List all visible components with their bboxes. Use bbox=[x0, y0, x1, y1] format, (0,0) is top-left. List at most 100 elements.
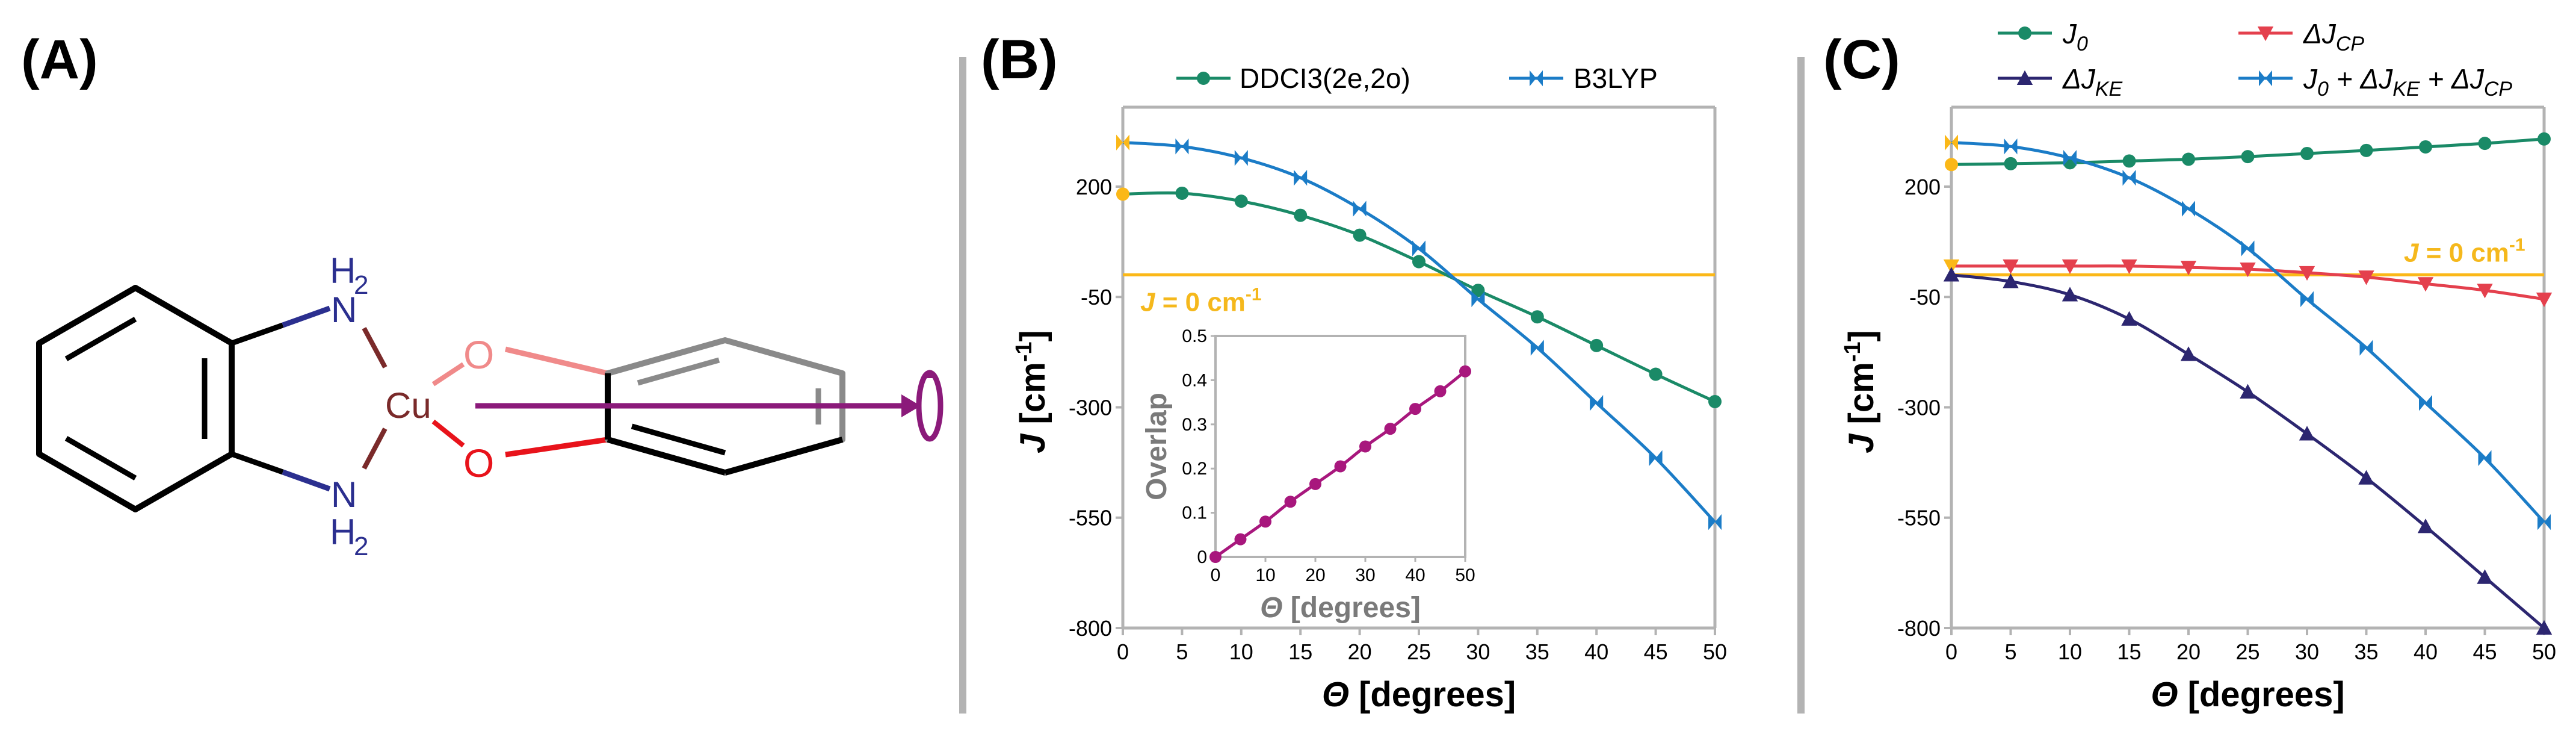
data-point-right bbox=[2426, 394, 2432, 411]
data-point bbox=[2417, 277, 2434, 292]
catechol-double-bond bbox=[631, 423, 726, 456]
y-tick-label: -800 bbox=[1069, 616, 1112, 641]
x-tick-label: 15 bbox=[1288, 639, 1312, 664]
data-point bbox=[1649, 450, 1656, 466]
inset-y-tick-label: 0.2 bbox=[1182, 459, 1207, 479]
zero-label-text: = 0 cm bbox=[2418, 238, 2509, 268]
zero-label-sup: -1 bbox=[2509, 235, 2525, 255]
legend-djke-main: ΔJ bbox=[2062, 63, 2096, 95]
data-point-right bbox=[2247, 240, 2255, 257]
data-point bbox=[1412, 240, 1419, 257]
legend-jt-mid: + ΔJ bbox=[2329, 63, 2393, 95]
y-axis-symbol: J bbox=[1013, 433, 1052, 453]
ring-double-bond bbox=[64, 317, 137, 361]
inset-x-tick-label: 40 bbox=[1405, 565, 1425, 585]
legend-djke-sub: KE bbox=[2095, 78, 2123, 101]
bond-c-n-top-n bbox=[282, 305, 331, 328]
data-point bbox=[1175, 186, 1189, 200]
inset-x-axis-unit: [degrees] bbox=[1282, 592, 1420, 624]
data-point bbox=[2121, 259, 2137, 275]
data-point bbox=[2004, 157, 2018, 170]
inset-x-tick-label: 10 bbox=[1255, 565, 1275, 585]
data-point-right bbox=[1655, 450, 1663, 466]
data-point bbox=[2240, 384, 2256, 399]
inset-y-tick-label: 0 bbox=[1197, 547, 1207, 567]
y-tick-label: -550 bbox=[1897, 506, 1941, 530]
panel-label-a: (A) bbox=[21, 29, 98, 90]
data-point bbox=[2180, 261, 2197, 276]
legend-label-j0: J0 bbox=[2062, 18, 2088, 55]
atom-o-bot: O bbox=[463, 441, 494, 485]
data-point-right bbox=[2307, 291, 2314, 308]
data-point bbox=[2241, 240, 2248, 257]
data-point-right bbox=[2070, 150, 2077, 166]
inset-y-axis-title: Overlap bbox=[1141, 393, 1173, 500]
data-point-right bbox=[1715, 514, 1722, 530]
data-point bbox=[1649, 367, 1663, 381]
x-axis-unit: [degrees] bbox=[1349, 675, 1516, 714]
x-tick-label: 10 bbox=[2058, 639, 2082, 664]
y-axis-sup: -1 bbox=[1840, 342, 1865, 362]
data-point-right bbox=[1123, 134, 1129, 151]
data-point bbox=[1471, 284, 1485, 297]
data-point bbox=[1590, 394, 1597, 411]
data-point bbox=[2536, 620, 2553, 635]
x-tick-label: 50 bbox=[1703, 639, 1727, 664]
legend-jt-end-sub: CP bbox=[2484, 78, 2513, 101]
x-tick-label: 40 bbox=[2414, 639, 2438, 664]
inset-x-tick-label: 20 bbox=[1305, 565, 1325, 585]
x-tick-label: 50 bbox=[2532, 639, 2556, 664]
y-axis-sup: -1 bbox=[1012, 342, 1037, 362]
data-point bbox=[2003, 259, 2019, 275]
inset-data-point bbox=[1334, 460, 1347, 473]
ring-double-bond bbox=[64, 436, 137, 480]
inset-data-point bbox=[1309, 477, 1321, 490]
y-tick-label: -800 bbox=[1897, 616, 1941, 641]
atom-n-bot-sub: 2 bbox=[354, 532, 368, 561]
x-tick-label: 0 bbox=[1945, 639, 1957, 664]
data-point-right bbox=[1537, 340, 1544, 356]
legend-label-b3lyp: B3LYP bbox=[1574, 63, 1658, 94]
data-point-right bbox=[1241, 150, 1248, 166]
data-point bbox=[2122, 154, 2136, 168]
inset-data-point bbox=[1284, 496, 1297, 508]
data-point-right bbox=[2010, 138, 2018, 155]
legend-marker-b3lyp bbox=[1530, 70, 1536, 87]
data-point bbox=[1943, 259, 1960, 275]
legend-j0-main: J bbox=[2062, 18, 2077, 49]
molecule-drawing: Cu N H 2 N H 2 O O bbox=[36, 250, 944, 561]
data-point bbox=[2241, 150, 2255, 164]
data-point-right bbox=[2188, 201, 2195, 217]
data-point bbox=[2062, 287, 2078, 302]
data-point bbox=[1353, 228, 1367, 242]
x-tick-label: 20 bbox=[2176, 639, 2201, 664]
panel-label-b: (B) bbox=[981, 29, 1058, 90]
data-point bbox=[2063, 150, 2070, 166]
legend-label-dj-ke: ΔJKE bbox=[2062, 63, 2123, 101]
data-point-right bbox=[1478, 291, 1485, 308]
y-axis-unit: [cm bbox=[1842, 362, 1881, 434]
x-tick-label: 45 bbox=[1644, 639, 1668, 664]
bond-o-c-top bbox=[504, 346, 609, 376]
data-point bbox=[2359, 143, 2373, 157]
data-point bbox=[2477, 569, 2493, 584]
data-point bbox=[1530, 340, 1537, 356]
data-point bbox=[1708, 394, 1722, 408]
zero-line-label: J = 0 cm-1 bbox=[2404, 235, 2525, 268]
rotation-circle-arrow-icon bbox=[921, 370, 939, 378]
series-line-1 bbox=[1122, 141, 1716, 523]
bond-c-n-bot-n bbox=[282, 469, 331, 492]
inset-data-point bbox=[1359, 440, 1371, 453]
zero-label-j: J bbox=[1140, 288, 1156, 317]
y-axis-symbol: J bbox=[1842, 433, 1881, 453]
data-point bbox=[2300, 146, 2314, 160]
data-point-right bbox=[1951, 134, 1958, 151]
legend-label-dj-cp: ΔJCP bbox=[2303, 18, 2364, 55]
inset-data-point bbox=[1434, 385, 1447, 397]
x-axis-unit: [degrees] bbox=[2178, 675, 2344, 714]
inset-x-tick-label: 30 bbox=[1355, 565, 1375, 585]
y-axis-close: ] bbox=[1013, 330, 1052, 341]
y-axis-unit: [cm bbox=[1013, 362, 1052, 434]
x-tick-label: 30 bbox=[1466, 639, 1490, 664]
